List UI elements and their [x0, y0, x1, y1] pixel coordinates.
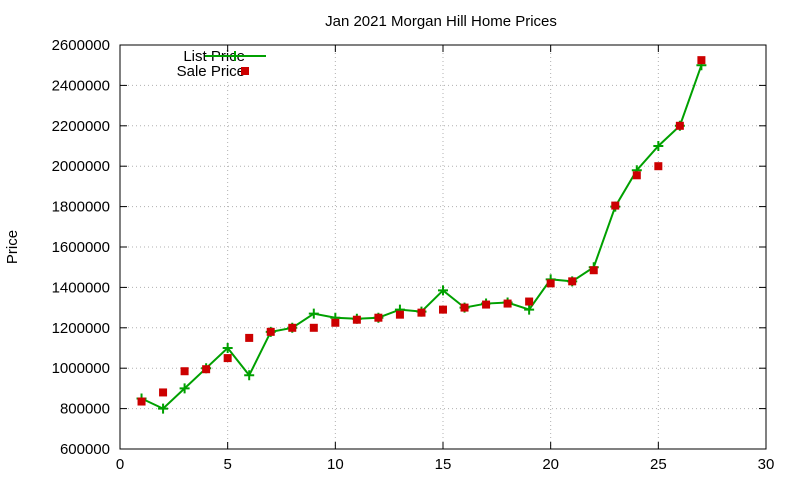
y-tick-label: 2000000	[52, 158, 110, 175]
sale-price-point	[697, 56, 706, 65]
sale-price-point	[159, 388, 168, 397]
y-tick-label: 1600000	[52, 239, 110, 256]
list-price-point	[653, 141, 664, 151]
list-price-point	[244, 370, 255, 381]
legend-label-sale-price: Sale Price	[177, 63, 245, 80]
sale-price-point	[632, 171, 641, 180]
list-price-point	[524, 304, 535, 315]
sale-price-point	[546, 279, 555, 288]
axis-ticks: 0 5 10 15 20 25 30 600000 800000 1000000 1200000 14…	[52, 37, 775, 473]
y-tick-label: 600000	[60, 441, 110, 458]
sale-price-point	[503, 299, 512, 308]
sale-price-point	[417, 308, 426, 317]
sale-price-point	[675, 121, 684, 130]
sale-price-point	[266, 327, 275, 336]
legend-marker-list-price	[230, 51, 240, 61]
sale-price-point	[223, 354, 232, 363]
sale-price-point	[309, 323, 318, 332]
y-tick-label: 1000000	[52, 360, 110, 377]
y-axis-label: Price	[4, 230, 21, 264]
x-tick-label: 25	[650, 456, 667, 473]
list-price-point	[179, 383, 190, 394]
sale-price-point	[439, 305, 447, 314]
x-tick-label: 20	[542, 456, 559, 473]
legend: List Price Sale Price	[177, 48, 266, 80]
sale-price-point	[331, 318, 340, 327]
x-tick-label: 15	[435, 456, 452, 473]
sale-price-point	[137, 397, 146, 406]
list-price-point	[308, 308, 319, 319]
sale-price-point	[568, 277, 577, 286]
sale-price-point	[180, 367, 189, 376]
sale-price-point	[525, 297, 534, 306]
y-tick-label: 1400000	[52, 279, 110, 296]
sale-price-point	[460, 303, 469, 312]
sale-price-point	[482, 300, 491, 309]
sale-price-point	[288, 323, 297, 332]
y-tick-label: 2200000	[52, 118, 110, 135]
sale-price-point	[589, 266, 598, 275]
x-tick-label: 0	[116, 456, 124, 473]
legend-marker-sale-price	[241, 67, 249, 75]
list-price-point	[438, 285, 448, 296]
sale-price-point	[352, 315, 361, 324]
sale-price-point	[654, 162, 663, 171]
y-tick-label: 800000	[60, 401, 110, 418]
sale-price-point	[611, 201, 620, 210]
y-tick-label: 2400000	[52, 77, 110, 94]
list-price-point	[158, 403, 169, 414]
list-price-point	[222, 343, 233, 353]
x-tick-label: 30	[758, 456, 775, 473]
sale-price-point	[395, 310, 404, 319]
y-tick-label: 1200000	[52, 320, 110, 337]
y-tick-label: 2600000	[52, 37, 110, 54]
x-tick-label: 10	[327, 456, 344, 473]
sale-price-point	[245, 333, 254, 342]
x-tick-label: 5	[223, 456, 231, 473]
chart-title: Jan 2021 Morgan Hill Home Prices	[325, 13, 557, 30]
y-tick-label: 1800000	[52, 199, 110, 216]
sale-price-point	[202, 365, 211, 374]
series-group	[136, 56, 707, 414]
sale-price-point	[374, 313, 383, 322]
grid-lines	[120, 45, 766, 449]
